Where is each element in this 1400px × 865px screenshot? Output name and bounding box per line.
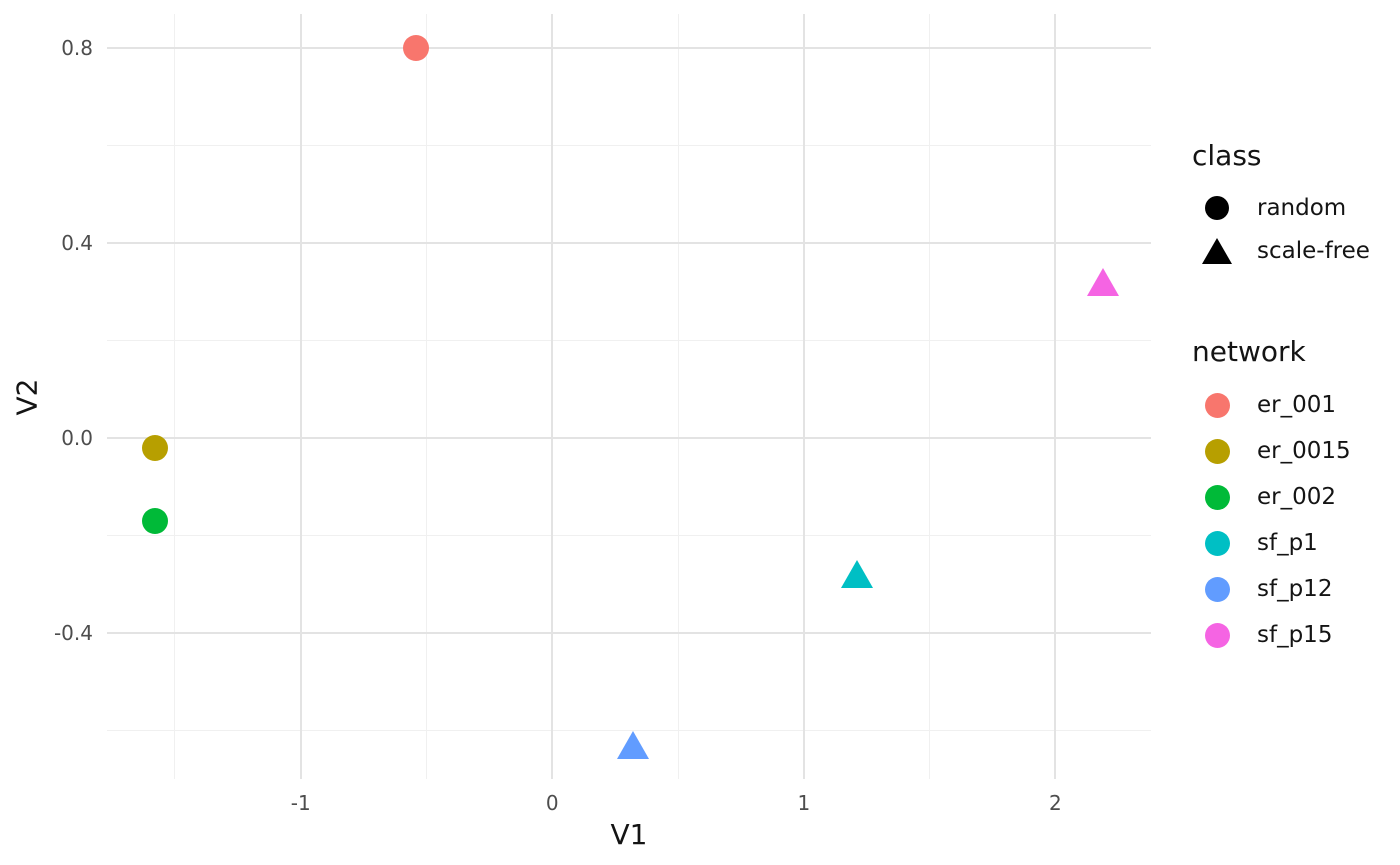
circle-icon [1201,192,1233,224]
legend-item-label: scale-free [1257,237,1370,264]
gridline-y-major [107,436,1151,439]
circle-icon [1201,527,1233,559]
legend-item-label: er_0015 [1257,438,1351,464]
gridline-x-minor [425,14,427,779]
legend-item-label: sf_p12 [1257,576,1333,602]
legend-class-items: random scale-free [1192,186,1397,272]
x-tick-label: 1 [797,791,811,815]
circle-icon [1201,481,1233,513]
circle-icon [1201,573,1233,605]
circle-glyph [1204,530,1230,556]
legend-item-label: sf_p15 [1257,622,1333,648]
triangle-icon [1201,235,1233,267]
circle-glyph [1205,195,1229,220]
gridline-x-minor [677,14,679,779]
gridline-y-major [107,47,1151,50]
triangle-glyph [1202,237,1232,264]
legend-item-label: er_001 [1257,392,1337,418]
y-tick-label: -0.4 [53,620,93,645]
point-er_002 [141,507,168,534]
circle-glyph [1204,622,1230,648]
circle-glyph [1204,484,1230,510]
legend-item-scale-free: scale-free [1192,229,1397,272]
circle-icon [1201,435,1233,467]
x-tick-label: 2 [1049,791,1062,815]
gridline-x-major [1054,14,1057,779]
y-tick-label: 0.4 [61,231,93,255]
gridline-x-major [551,14,554,779]
gridline-y-minor [107,729,1151,731]
legend-item-er_0015: er_0015 [1192,428,1397,474]
y-axis-title: V2 [10,378,44,416]
legend-class-title: class [1192,139,1262,172]
legend-network-title: network [1192,335,1306,368]
gridline-x-major [802,14,805,779]
circle-glyph [1204,576,1230,602]
y-tick-label: 0.0 [61,425,93,450]
legend-panel: class random scale-free network er_001 er_… [1192,140,1397,658]
point-sf_p15 [1087,267,1120,296]
gridline-y-minor [107,145,1151,147]
legend-item-random: random [1192,186,1397,229]
legend-item-er_002: er_002 [1192,474,1397,520]
legend-network-items: er_001 er_0015 er_002 sf_p1 sf_p12 sf_p15 [1192,382,1397,658]
gridline-x-minor [929,14,931,779]
legend-item-er_001: er_001 [1192,382,1397,428]
legend-item-sf_p12: sf_p12 [1192,566,1397,612]
gridline-y-major [107,242,1151,244]
gridline-x-major [299,14,302,779]
gridline-x-minor [174,14,176,779]
point-sf_p12 [616,730,649,759]
gridline-y-major [107,631,1151,634]
gridline-y-minor [107,534,1151,536]
legend-item-sf_p1: sf_p1 [1192,520,1397,566]
point-er_0015 [141,434,168,461]
x-tick-label: -1 [290,791,311,815]
plot-panel [107,14,1151,779]
circle-glyph [1204,392,1230,418]
legend-item-label: random [1257,194,1347,221]
point-sf_p1 [840,560,873,589]
legend-item-label: sf_p1 [1257,530,1318,556]
y-tick-label: 0.8 [61,36,93,61]
legend-class: class random scale-free [1192,140,1397,272]
legend-item-sf_p15: sf_p15 [1192,612,1397,658]
circle-icon [1201,619,1233,651]
point-er_001 [403,35,430,62]
gridline-y-minor [107,339,1151,341]
x-tick-label: 0 [545,791,559,815]
x-axis-title: V1 [610,818,648,851]
legend-item-label: er_002 [1257,484,1337,510]
circle-icon [1201,389,1233,421]
circle-glyph [1204,438,1230,464]
